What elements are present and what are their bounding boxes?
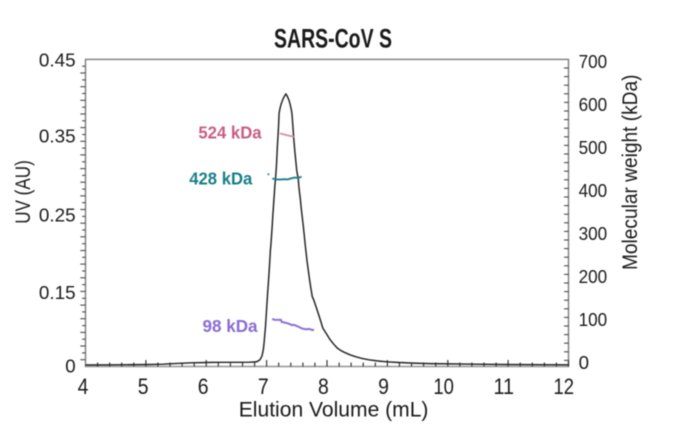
svg-text:7: 7 (258, 374, 269, 399)
svg-text:0.15: 0.15 (39, 282, 76, 303)
svg-text:0.35: 0.35 (39, 126, 76, 147)
svg-text:11: 11 (493, 374, 514, 399)
svg-text:SARS-CoV S: SARS-CoV S (274, 23, 392, 53)
svg-text:8: 8 (318, 374, 329, 399)
svg-text:300: 300 (579, 223, 608, 244)
svg-text:524 kDa: 524 kDa (198, 123, 261, 143)
svg-text:700: 700 (579, 51, 608, 72)
svg-text:5: 5 (138, 374, 149, 399)
svg-text:0: 0 (579, 352, 589, 373)
svg-text:428 kDa: 428 kDa (189, 169, 252, 189)
svg-text:6: 6 (198, 374, 209, 399)
svg-text:4: 4 (78, 374, 89, 399)
svg-text:400: 400 (579, 180, 608, 201)
svg-text:Molecular weight (kDa): Molecular weight (kDa) (619, 75, 642, 270)
svg-text:Elution Volume (mL): Elution Volume (mL) (239, 398, 429, 422)
svg-text:98 kDa: 98 kDa (202, 316, 257, 336)
svg-text:0.25: 0.25 (39, 205, 76, 226)
svg-text:600: 600 (579, 94, 608, 115)
svg-text:0: 0 (65, 356, 75, 377)
svg-text:12: 12 (554, 374, 575, 399)
svg-text:UV (AU): UV (AU) (12, 160, 35, 224)
svg-text:100: 100 (579, 309, 608, 330)
svg-text:10: 10 (433, 374, 454, 399)
svg-text:9: 9 (378, 374, 389, 399)
svg-text:200: 200 (579, 266, 608, 287)
svg-text:0.45: 0.45 (39, 50, 76, 71)
svg-text:500: 500 (579, 137, 608, 158)
